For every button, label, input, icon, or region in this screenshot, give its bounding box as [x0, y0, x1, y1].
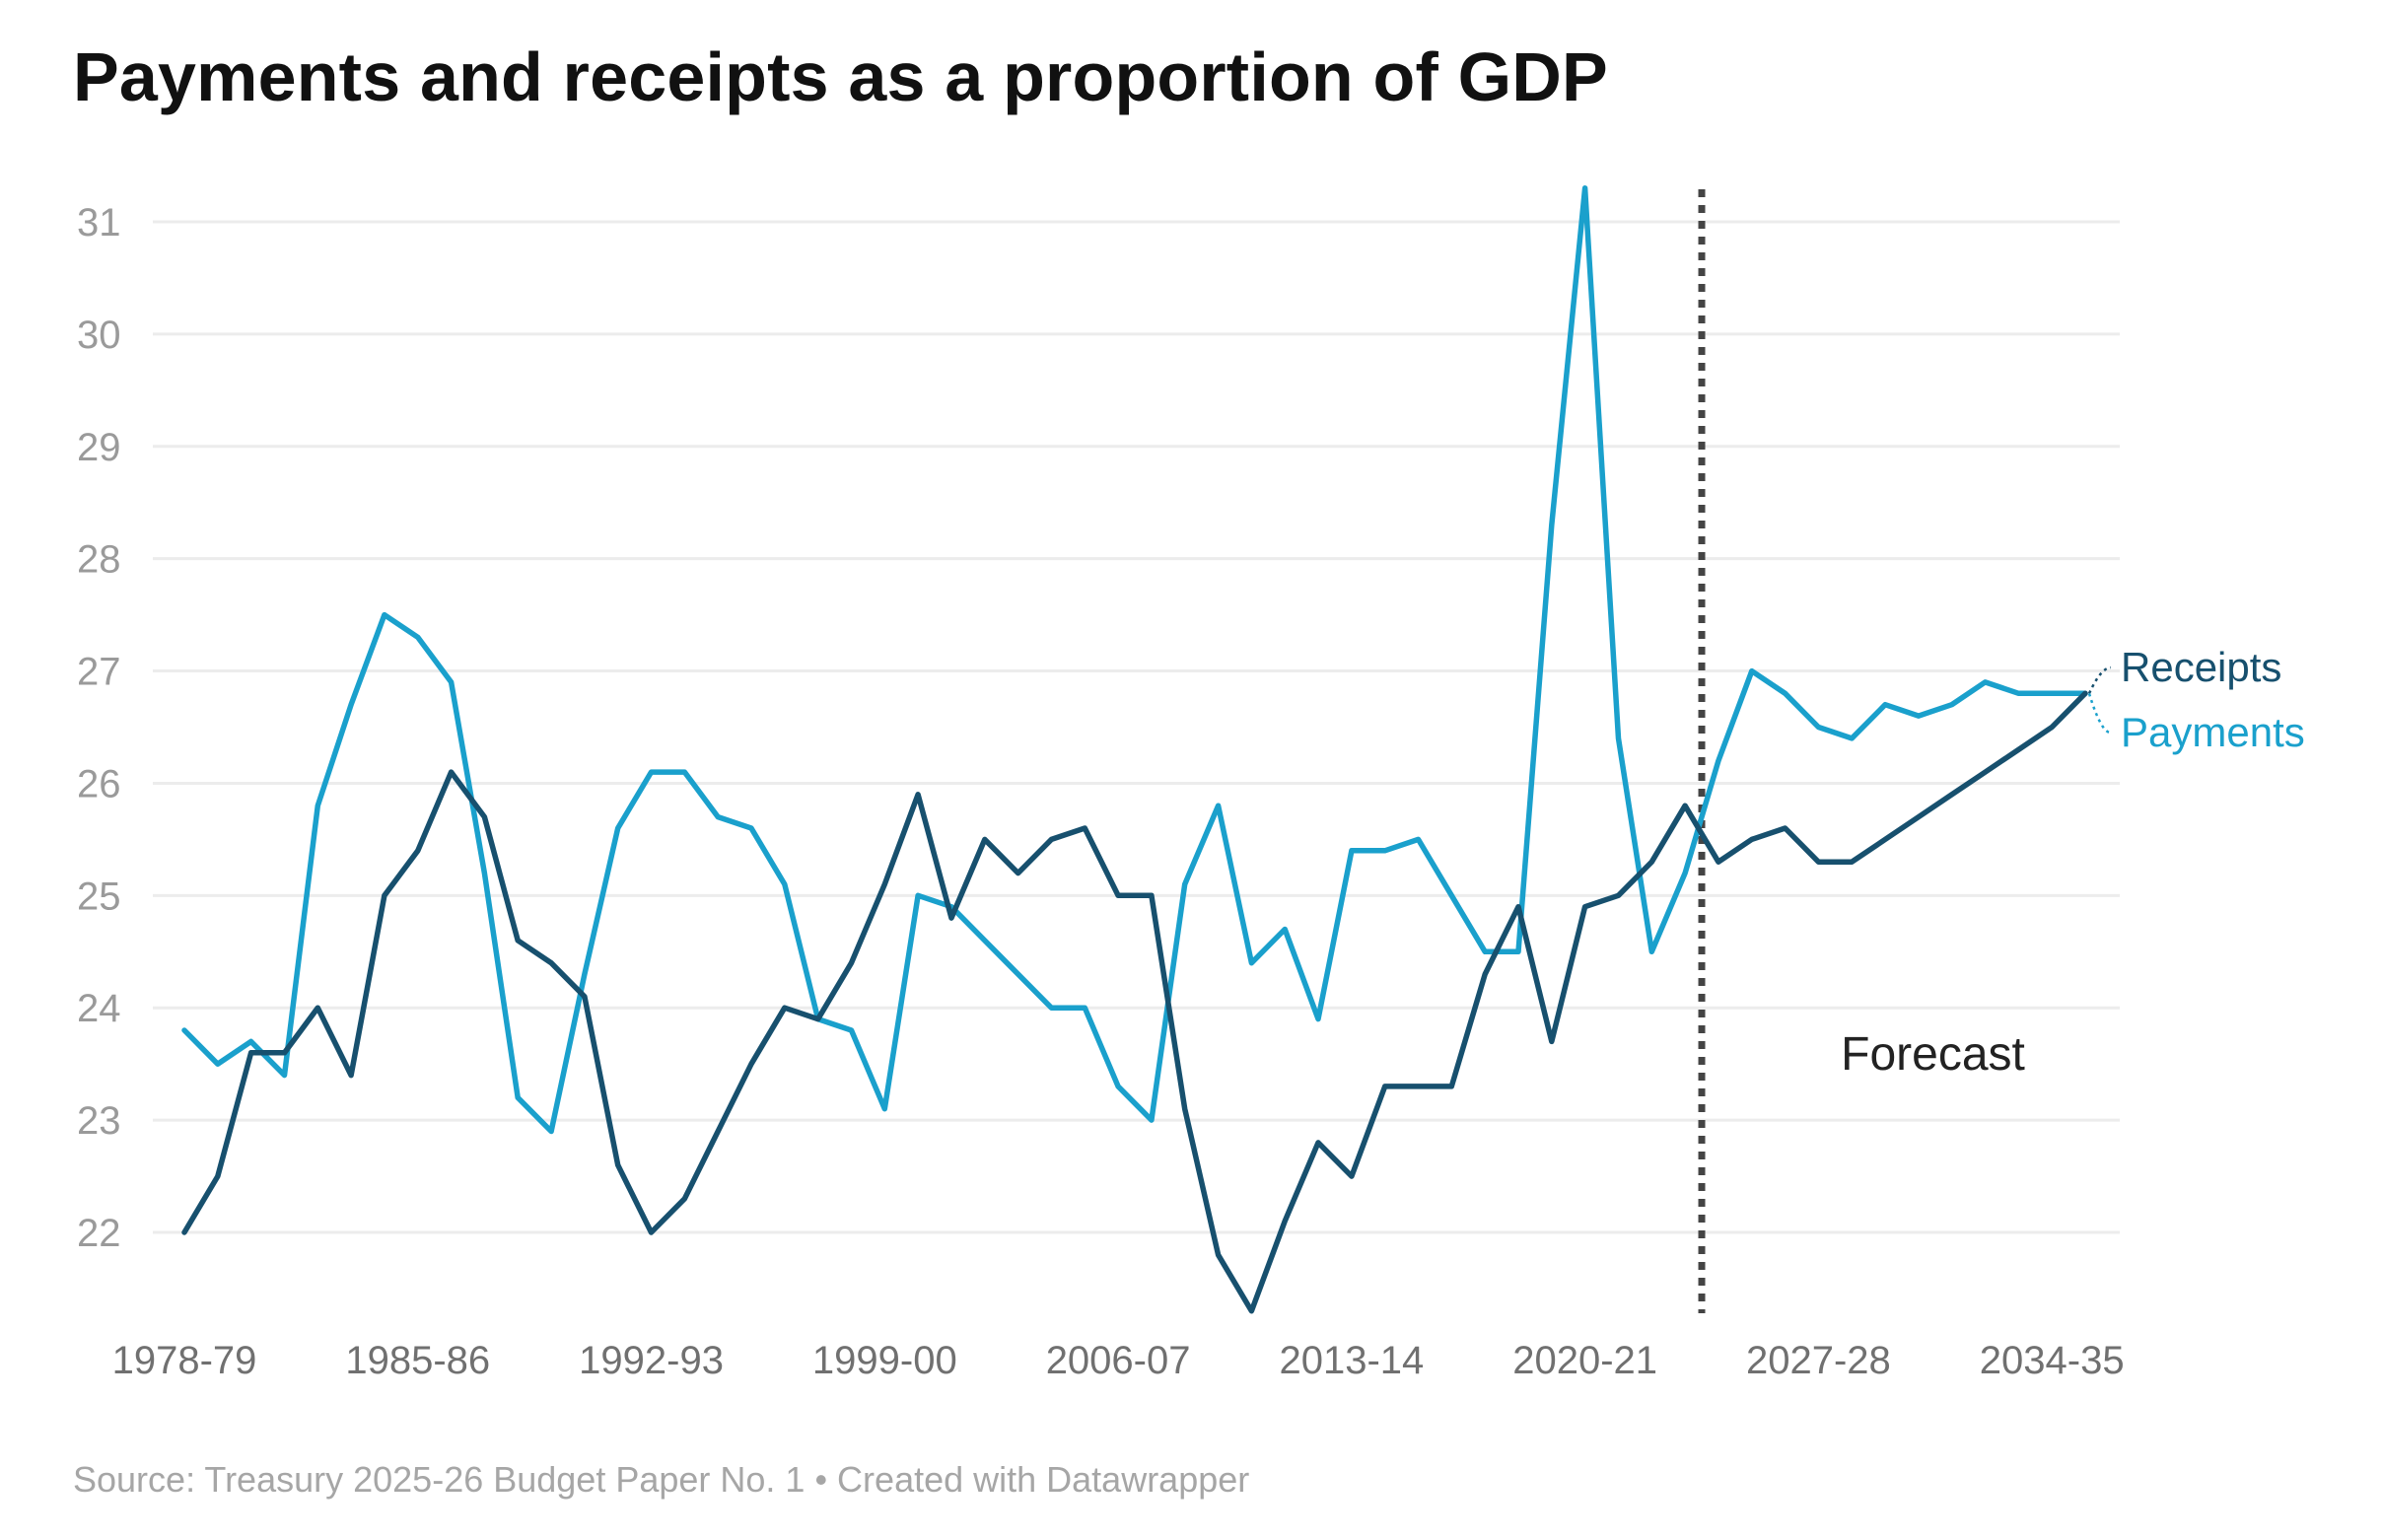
series-label-payments: Payments: [2121, 709, 2305, 755]
series-lines: [181, 185, 2088, 1314]
x-tick-label: 1999-00: [812, 1339, 957, 1382]
chart-title: Payments and receipts as a proportion of…: [73, 38, 1608, 115]
label-leader-payments: [2087, 692, 2112, 735]
x-tick-label: 1992-93: [579, 1339, 724, 1382]
y-tick-label: 22: [77, 1212, 121, 1255]
gridlines: [153, 220, 2120, 1234]
y-tick-label: 26: [77, 762, 121, 805]
series-labels: Receipts Payments: [2087, 644, 2305, 755]
y-tick-label: 29: [77, 426, 121, 469]
y-tick-label: 27: [77, 651, 121, 694]
chart-source: Source: Treasury 2025-26 Budget Paper No…: [73, 1459, 1250, 1500]
x-tick-label: 2027-28: [1746, 1339, 1891, 1382]
x-tick-label: 2006-07: [1046, 1339, 1191, 1382]
y-tick-label: 25: [77, 875, 121, 918]
y-tick-label: 23: [77, 1099, 121, 1143]
label-leader-receipts: [2087, 665, 2112, 694]
forecast-marker: Forecast: [1698, 189, 2025, 1313]
x-tick-label: 2013-14: [1279, 1339, 1424, 1382]
x-tick-label: 2034-35: [1980, 1339, 2125, 1382]
x-axis: 1978-79 1985-86 1992-93 1999-00 2006-07 2013-…: [112, 1339, 2125, 1382]
series-line-receipts: [181, 690, 2088, 1314]
forecast-annotation: Forecast: [1841, 1028, 2025, 1081]
y-tick-label: 30: [77, 314, 121, 357]
x-tick-label: 2020-21: [1512, 1339, 1657, 1382]
x-tick-label: 1978-79: [112, 1339, 257, 1382]
series-label-receipts: Receipts: [2121, 644, 2281, 690]
y-tick-label: 31: [77, 201, 121, 245]
y-axis: 22 23 24 25 26 27 28 29 30 31: [77, 201, 121, 1255]
x-tick-label: 1985-86: [345, 1339, 490, 1382]
series-line-payments: [181, 185, 2088, 1135]
y-tick-label: 24: [77, 987, 121, 1030]
y-tick-label: 28: [77, 538, 121, 582]
